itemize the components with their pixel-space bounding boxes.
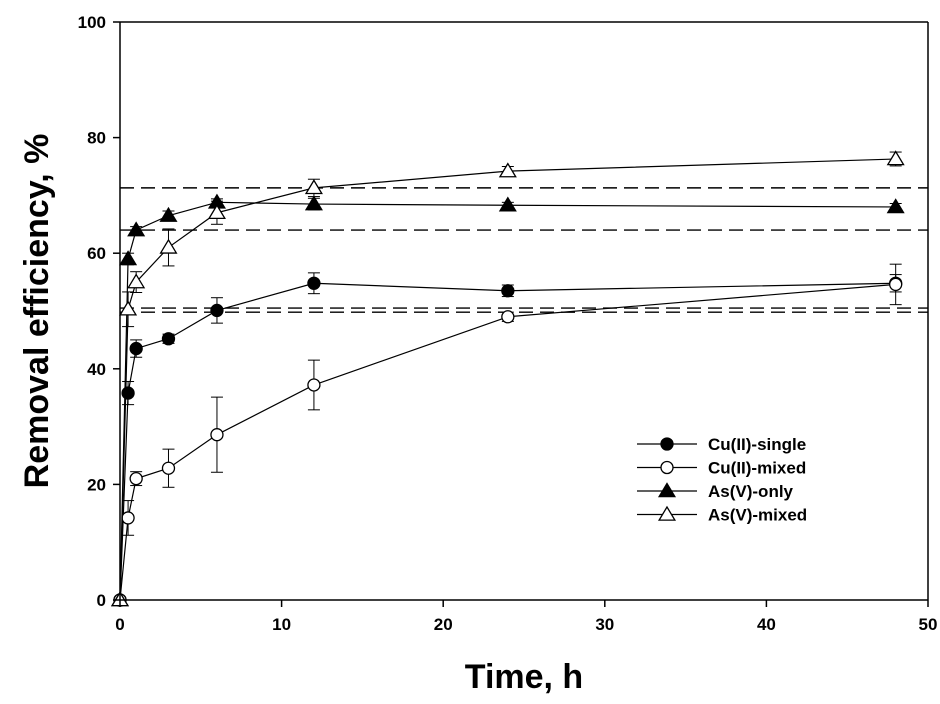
data-point — [889, 277, 903, 292]
data-point — [161, 461, 176, 475]
x-tick-label: 10 — [272, 615, 291, 634]
data-point — [501, 284, 515, 298]
legend-marker — [660, 460, 674, 475]
series-line — [119, 282, 896, 601]
y-tick-group: 0 20 40 60 80 100 — [78, 13, 120, 610]
data-point — [210, 428, 224, 442]
data-point — [121, 511, 135, 525]
axes — [119, 21, 929, 601]
series-layer — [110, 150, 905, 607]
legend-marker — [657, 505, 677, 521]
y-tick-label: 80 — [87, 129, 106, 148]
data-point — [210, 303, 224, 318]
data-point — [498, 162, 517, 178]
y-tick-label: 0 — [97, 591, 106, 610]
data-point — [119, 250, 138, 266]
data-point — [498, 196, 517, 212]
legend-label: As(V)-mixed — [708, 506, 807, 525]
legend-marker — [657, 482, 677, 498]
data-point — [129, 471, 143, 486]
data-point — [129, 341, 143, 356]
data-point — [127, 273, 146, 289]
legend-item: Cu(II)-single — [637, 435, 806, 454]
reference-lines — [120, 187, 928, 313]
data-point — [161, 332, 176, 346]
data-point — [501, 310, 515, 324]
data-point — [304, 195, 323, 211]
x-tick-label: 30 — [595, 615, 614, 634]
y-axis-title: Removal efficiency, % — [18, 134, 56, 489]
legend-label: Cu(II)-mixed — [708, 459, 806, 478]
y-tick-label: 40 — [87, 360, 106, 379]
x-tick-label: 20 — [434, 615, 453, 634]
legend: Cu(II)-single Cu(II)-mixed As(V)-only As(V)… — [637, 435, 807, 525]
x-tick-label: 0 — [115, 615, 124, 634]
series-As(V)-only — [110, 193, 905, 607]
data-point — [307, 378, 321, 392]
x-axis-title: Time, h — [465, 658, 583, 696]
data-point — [159, 206, 178, 222]
y-tick-label: 60 — [87, 244, 106, 263]
x-tick-group: 0 10 20 30 40 50 — [115, 600, 937, 634]
legend-label: Cu(II)-single — [708, 435, 806, 454]
data-point — [119, 300, 138, 316]
y-tick-label: 20 — [87, 475, 106, 494]
data-point — [886, 150, 905, 166]
legend-label: As(V)-only — [708, 482, 794, 501]
data-point — [121, 386, 135, 400]
y-tick-label: 100 — [78, 13, 106, 32]
series-line — [119, 283, 896, 601]
legend-item: As(V)-only — [637, 482, 794, 501]
data-point — [127, 221, 146, 237]
x-tick-label: 40 — [757, 615, 776, 634]
x-tick-label: 50 — [919, 615, 938, 634]
legend-item: As(V)-mixed — [637, 506, 807, 525]
legend-marker — [660, 437, 674, 451]
legend-item: Cu(II)-mixed — [637, 459, 806, 478]
data-point — [886, 198, 905, 214]
data-point — [207, 203, 226, 220]
series-line — [119, 158, 896, 601]
data-point — [307, 276, 321, 290]
series-As(V)-mixed — [110, 150, 905, 607]
series-line — [119, 201, 896, 601]
data-point — [304, 179, 323, 195]
data-point — [159, 238, 178, 254]
